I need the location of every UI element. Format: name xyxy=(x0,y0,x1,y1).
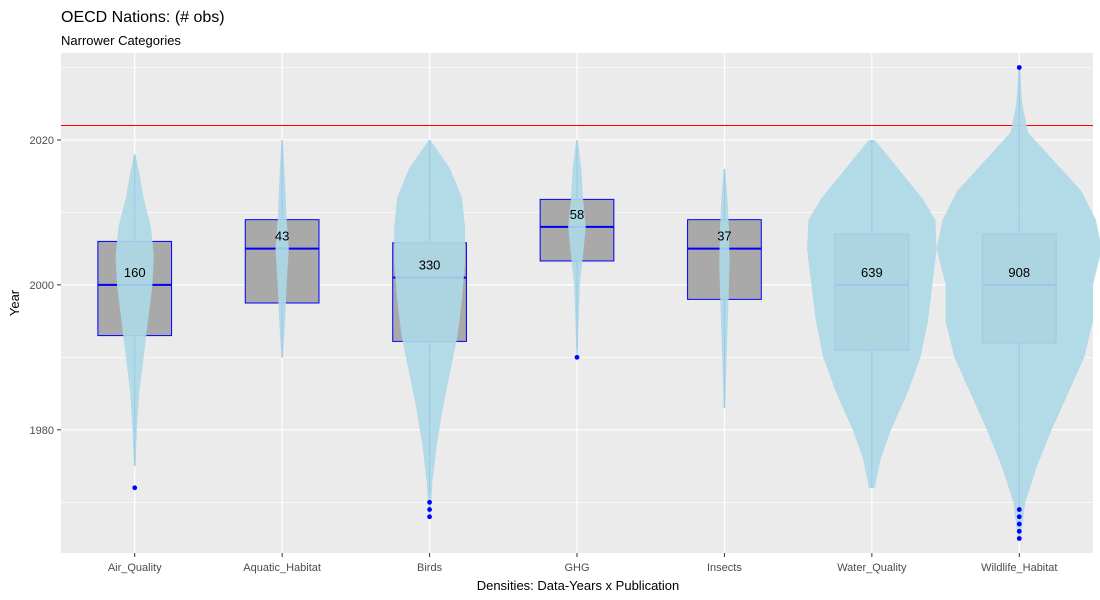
outlier-point-wildlife-habitat xyxy=(1016,507,1022,512)
count-label-birds: 330 xyxy=(419,258,441,273)
y-tick-label: 2020 xyxy=(30,135,54,147)
violins xyxy=(115,67,1100,539)
x-tick-label-wildlife-habitat: Wildlife_Habitat xyxy=(981,562,1057,574)
violin-air-quality xyxy=(115,154,154,466)
y-tick-label: 2000 xyxy=(30,280,54,292)
outlier-point-wildlife-habitat xyxy=(1016,528,1022,534)
outlier-point-ghg xyxy=(574,354,580,360)
violin-wildlife-habitat xyxy=(936,67,1100,539)
outlier-point-wildlife-habitat xyxy=(1016,536,1022,541)
count-label-insects: 37 xyxy=(717,229,731,244)
violin-insects xyxy=(719,168,730,409)
y-axis-title: Year xyxy=(7,289,22,316)
outlier-point-birds xyxy=(427,499,432,505)
outlier-point-air-quality xyxy=(132,485,138,491)
count-label-aquatic-habitat: 43 xyxy=(275,229,289,244)
x-axis-title: Densities: Data-Years x Publication xyxy=(477,578,680,593)
x-tick-label-birds: Birds xyxy=(417,562,443,574)
count-label-water-quality: 639 xyxy=(861,265,883,280)
x-tick-label-air-quality: Air_Quality xyxy=(108,562,162,574)
count-label-wildlife-habitat: 908 xyxy=(1008,265,1030,280)
outlier-point-birds xyxy=(427,514,432,520)
outlier-point-wildlife-habitat xyxy=(1016,521,1022,527)
y-tick-label: 1980 xyxy=(30,425,54,437)
count-label-air-quality: 160 xyxy=(124,265,146,280)
x-tick-label-ghg: GHG xyxy=(564,562,589,574)
count-labels: 160 43 330 58 37 639 908 xyxy=(124,207,1030,280)
violin-birds xyxy=(394,140,465,517)
chart-title: OECD Nations: (# obs) xyxy=(61,9,225,26)
chart-subtitle: Narrower Categories xyxy=(61,33,181,48)
violin-ghg xyxy=(568,140,586,358)
violin-aquatic-habitat xyxy=(275,140,289,358)
x-tick-label-aquatic-habitat: Aquatic_Habitat xyxy=(243,562,321,574)
outlier-point-wildlife-habitat xyxy=(1016,514,1022,520)
count-label-ghg: 58 xyxy=(570,207,584,222)
x-tick-label-insects: Insects xyxy=(707,562,742,574)
violin-water-quality xyxy=(807,140,937,488)
outlier-point-birds xyxy=(427,507,432,512)
x-tick-label-water-quality: Water_Quality xyxy=(837,562,907,574)
outliers xyxy=(132,65,1022,541)
outlier-point-wildlife-habitat xyxy=(1016,65,1022,70)
